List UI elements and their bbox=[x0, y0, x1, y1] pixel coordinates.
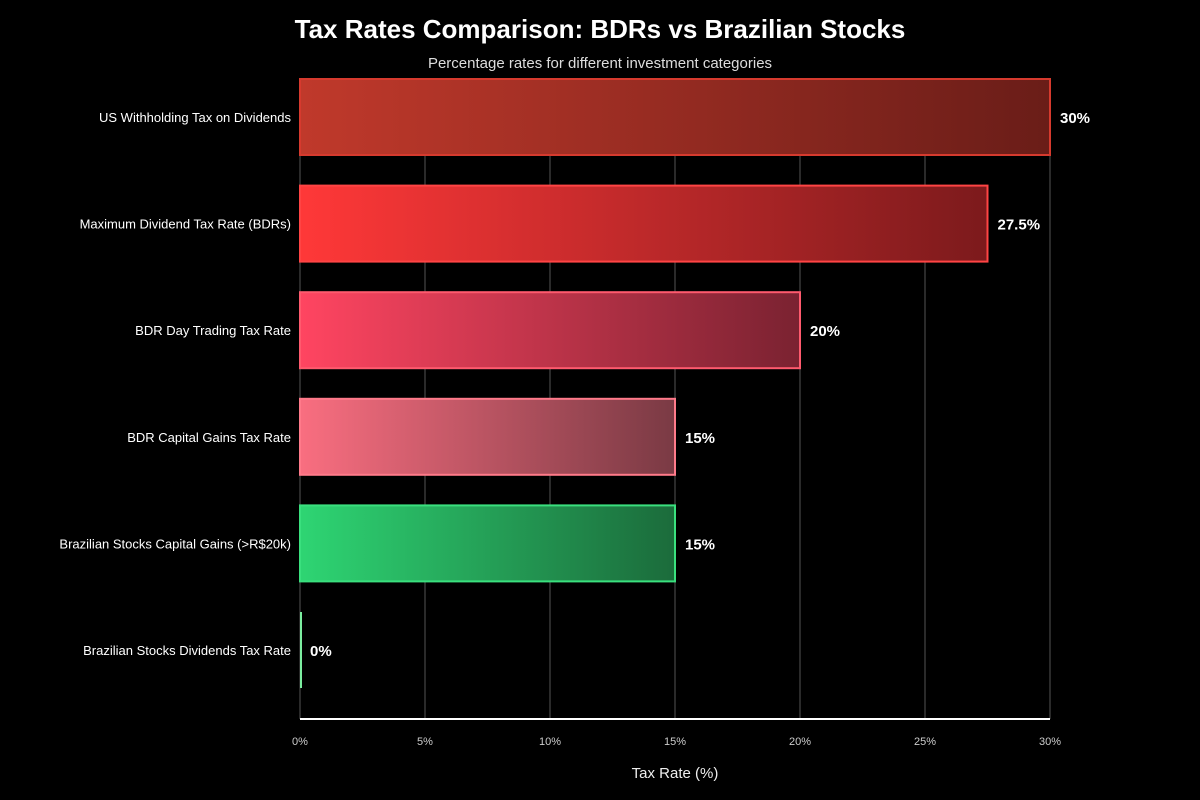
category-label: Brazilian Stocks Dividends Tax Rate bbox=[83, 643, 291, 658]
bar bbox=[299, 504, 676, 583]
x-tick-label: 30% bbox=[1039, 736, 1061, 748]
bar bbox=[299, 184, 989, 263]
bar bbox=[299, 78, 1051, 156]
data-label: 27.5% bbox=[998, 217, 1041, 234]
data-label: 0% bbox=[310, 643, 332, 660]
data-label: 30% bbox=[1060, 110, 1090, 127]
x-tick-label: 15% bbox=[664, 736, 686, 748]
x-tick-label: 5% bbox=[417, 736, 433, 748]
chart-title: Tax Rates Comparison: BDRs vs Brazilian … bbox=[294, 14, 906, 44]
x-tick-label: 25% bbox=[914, 736, 936, 748]
bar bbox=[299, 291, 801, 370]
data-label: 20% bbox=[810, 323, 840, 340]
x-axis-label: Tax Rate (%) bbox=[631, 765, 719, 782]
x-tick-label: 0% bbox=[292, 736, 308, 748]
data-label: 15% bbox=[685, 536, 715, 553]
category-label: Brazilian Stocks Capital Gains (>R$20k) bbox=[59, 536, 291, 551]
category-label: Maximum Dividend Tax Rate (BDRs) bbox=[80, 217, 291, 232]
data-label: 15% bbox=[685, 430, 715, 447]
category-label: BDR Day Trading Tax Rate bbox=[135, 323, 291, 338]
category-label: BDR Capital Gains Tax Rate bbox=[127, 430, 291, 445]
bar bbox=[299, 397, 676, 476]
x-tick-label: 10% bbox=[539, 736, 561, 748]
chart-subtitle: Percentage rates for different investmen… bbox=[427, 55, 773, 72]
x-tick-label: 20% bbox=[789, 736, 811, 748]
category-label: US Withholding Tax on Dividends bbox=[99, 110, 291, 125]
